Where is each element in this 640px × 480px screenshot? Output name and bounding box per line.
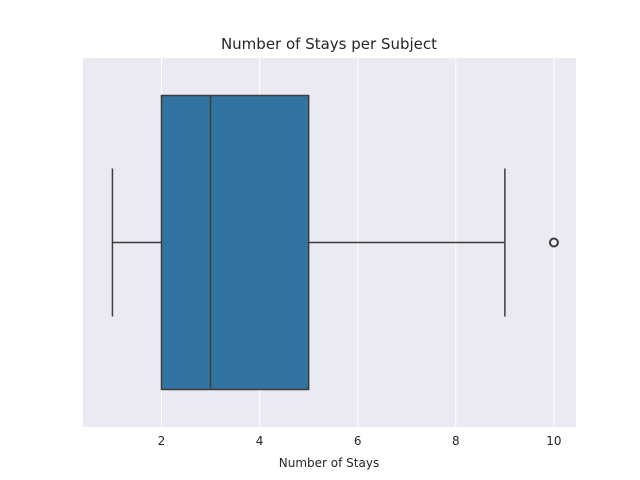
x-tick-label-2: 2 (158, 434, 166, 448)
x-tick-label-10: 10 (546, 434, 561, 448)
x-tick-label-6: 6 (354, 434, 362, 448)
box-iqr (160, 94, 310, 391)
outlier-point-0 (548, 237, 559, 248)
box-group (111, 94, 559, 391)
x-axis-label: Number of Stays (279, 456, 379, 470)
x-tick-labels: 2 4 6 8 10 (158, 434, 562, 448)
x-tick-label-4: 4 (256, 434, 264, 448)
x-tick-label-8: 8 (452, 434, 460, 448)
chart-title: Number of Stays per Subject (221, 35, 437, 53)
